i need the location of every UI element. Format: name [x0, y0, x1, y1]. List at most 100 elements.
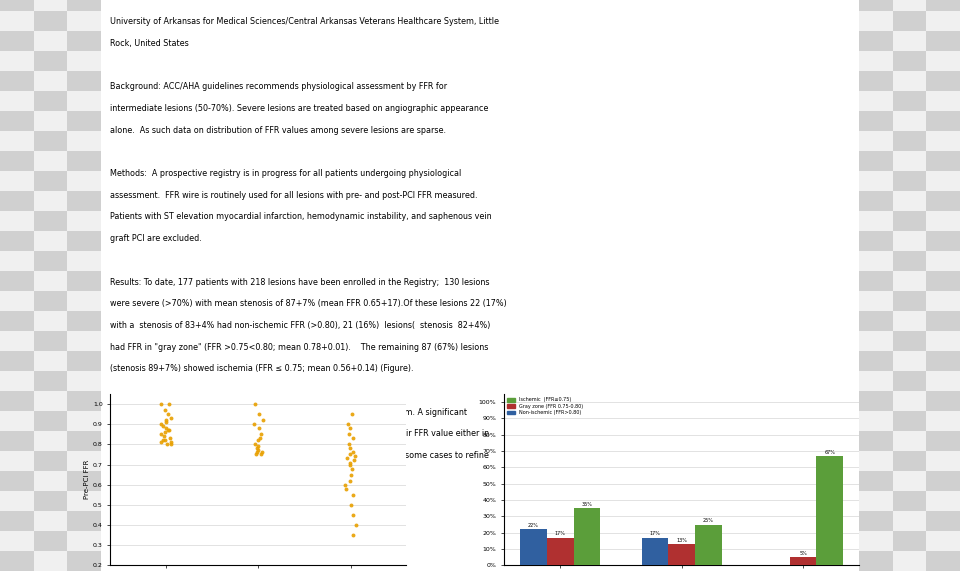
Point	[342, 430, 357, 439]
Point	[163, 434, 179, 443]
Bar	[67, 391, 101, 411]
Bar	[0, 31, 34, 51]
Bar	[34, 451, 67, 471]
Bar	[859, 511, 893, 531]
Point	[253, 450, 269, 459]
Bar	[0, 271, 34, 291]
Bar	[641, 537, 668, 565]
Point	[156, 428, 172, 437]
Point	[156, 421, 171, 431]
Text: Background: ACC/AHA guidelines recommends physiological assessment by FFR for: Background: ACC/AHA guidelines recommend…	[110, 82, 447, 91]
Point	[249, 450, 264, 459]
Bar	[926, 31, 960, 51]
Point	[155, 436, 170, 445]
Bar	[790, 557, 816, 565]
Bar	[893, 11, 926, 31]
Point	[348, 452, 363, 461]
Text: University of Arkansas for Medical Sciences/Central Arkansas Veterans Healthcare: University of Arkansas for Medical Scien…	[110, 17, 499, 26]
Bar	[67, 71, 101, 91]
Bar	[547, 537, 573, 565]
Bar	[893, 451, 926, 471]
Bar	[816, 456, 843, 565]
Bar	[67, 311, 101, 331]
Bar	[695, 525, 722, 565]
Point	[248, 400, 263, 409]
Point	[255, 416, 271, 425]
Point	[251, 424, 266, 433]
Point	[344, 409, 359, 419]
Bar	[0, 471, 34, 491]
Bar	[0, 351, 34, 371]
Bar	[893, 531, 926, 551]
Bar	[926, 191, 960, 211]
Bar	[893, 91, 926, 111]
Bar	[34, 11, 67, 31]
Point	[159, 440, 175, 449]
Bar	[67, 111, 101, 131]
Text: Rock, United States: Rock, United States	[110, 39, 189, 48]
Bar	[893, 491, 926, 511]
Point	[163, 440, 179, 449]
Bar	[859, 471, 893, 491]
Point	[344, 500, 359, 509]
Bar	[34, 411, 67, 431]
Point	[339, 484, 354, 493]
Text: intermediate lesions (50-70%). Severe lesions are treated based on angiographic : intermediate lesions (50-70%). Severe le…	[110, 104, 489, 113]
Point	[158, 416, 174, 425]
Bar	[668, 544, 695, 565]
Bar	[926, 151, 960, 171]
Point	[250, 444, 265, 453]
Bar	[926, 231, 960, 251]
Bar	[520, 529, 547, 565]
Bar	[34, 91, 67, 111]
Bar	[926, 391, 960, 411]
Point	[340, 454, 355, 463]
Bar	[859, 191, 893, 211]
Bar	[0, 111, 34, 131]
Bar	[893, 51, 926, 71]
Bar	[0, 431, 34, 451]
Point	[160, 426, 176, 435]
Point	[346, 510, 361, 520]
Bar	[859, 111, 893, 131]
Bar	[859, 351, 893, 371]
Point	[251, 442, 266, 451]
Point	[338, 480, 353, 489]
Bar	[859, 391, 893, 411]
Bar	[67, 511, 101, 531]
Point	[153, 438, 168, 447]
Bar	[926, 71, 960, 91]
Point	[248, 440, 263, 449]
Point	[157, 436, 173, 445]
Bar	[859, 311, 893, 331]
Bar	[893, 371, 926, 391]
Bar	[859, 151, 893, 171]
Point	[161, 400, 177, 409]
Bar	[859, 0, 893, 11]
Bar	[0, 311, 34, 331]
Bar	[926, 471, 960, 491]
Text: decision-making on the need for stenting.: decision-making on the need for stenting…	[110, 473, 279, 482]
Point	[154, 400, 169, 409]
Bar	[67, 271, 101, 291]
Bar	[926, 111, 960, 131]
Bar	[34, 171, 67, 191]
Bar	[34, 291, 67, 311]
Bar	[67, 151, 101, 171]
Bar	[893, 291, 926, 311]
Point	[154, 420, 169, 429]
Text: Conclusion:   Even among severe lesions FFR values show a wide spectrum. A signi: Conclusion: Even among severe lesions FF…	[110, 408, 468, 417]
Point	[158, 417, 174, 427]
Bar	[0, 511, 34, 531]
Point	[345, 434, 360, 443]
Point	[252, 409, 267, 419]
Text: had FFR in "gray zone" (FFR >0.75<0.80; mean 0.78+0.01).    The remaining 87 (67: had FFR in "gray zone" (FFR >0.75<0.80; …	[110, 343, 489, 352]
Text: Results: To date, 177 patients with 218 lesions have been enrolled in the Regist: Results: To date, 177 patients with 218 …	[110, 278, 490, 287]
Point	[344, 470, 359, 479]
Bar	[893, 411, 926, 431]
Bar	[893, 171, 926, 191]
Text: the "gray zone" or in non-ischemic range.  As such, FFR may be useful in some ca: the "gray zone" or in non-ischemic range…	[110, 451, 490, 460]
Bar	[34, 211, 67, 231]
Point	[163, 438, 179, 447]
Bar	[859, 231, 893, 251]
